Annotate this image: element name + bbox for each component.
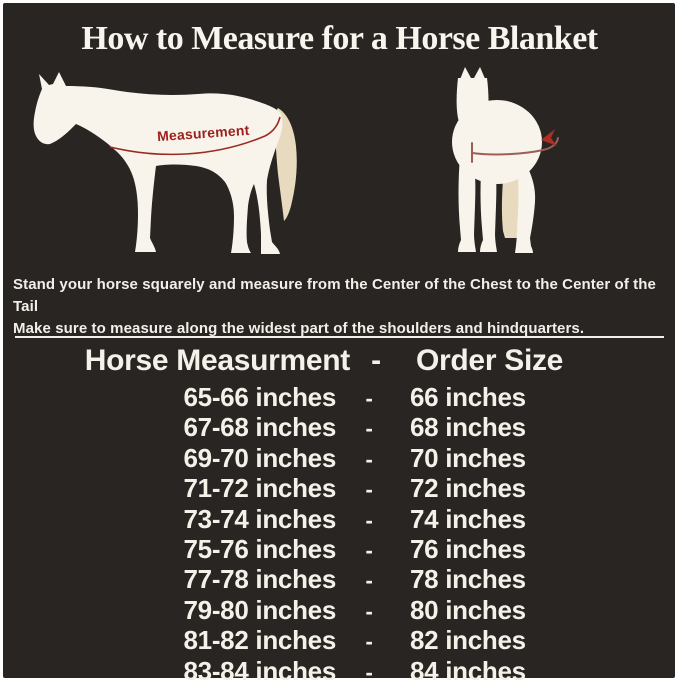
row-order-size: 82 inches: [410, 625, 526, 656]
row-separator: -: [365, 598, 373, 624]
size-chart-header: Horse Measurment - Order Size: [0, 343, 679, 379]
row-order-size: 84 inches: [410, 655, 526, 683]
measurement-line: [109, 116, 281, 156]
row-horse-measurement: 73-74 inches: [183, 503, 337, 534]
size-chart-row: 81-82 inches - 82 inches: [0, 626, 679, 656]
horse-far-hind-leg: [501, 166, 523, 238]
size-chart-row: 83-84 inches - 84 inches: [0, 655, 679, 683]
row-horse-measurement: 71-72 inches: [183, 473, 337, 504]
horse-front-right-leg: [480, 156, 497, 252]
row-separator: -: [365, 659, 373, 683]
size-chart-row: 71-72 inches - 72 inches: [0, 474, 679, 504]
row-separator: -: [365, 446, 373, 472]
row-order-size: 76 inches: [410, 534, 526, 565]
row-order-size: 66 inches: [410, 382, 526, 412]
page-title: How to Measure for a Horse Blanket: [81, 20, 598, 57]
wrap-arrow-line: [471, 137, 559, 163]
header-separator: -: [371, 344, 381, 377]
size-chart-row: 79-80 inches - 80 inches: [0, 594, 679, 626]
row-horse-measurement: 81-82 inches: [183, 625, 337, 656]
header-horse-measurement: Horse Measurment: [84, 344, 351, 377]
horse-near-hind-leg: [515, 161, 536, 253]
horse-front-head: [456, 78, 489, 134]
row-separator: -: [365, 507, 373, 533]
size-chart-row: 69-70 inches - 70 inches: [0, 442, 679, 474]
row-horse-measurement: 77-78 inches: [183, 564, 337, 595]
row-order-size: 68 inches: [410, 412, 526, 443]
row-separator: -: [365, 416, 373, 442]
row-order-size: 78 inches: [410, 564, 526, 595]
side-horse-illustration: [33, 72, 297, 254]
row-horse-measurement: 67-68 inches: [183, 412, 337, 443]
row-horse-measurement: 65-66 inches: [183, 382, 337, 412]
size-chart-row: 67-68 inches - 68 inches: [0, 413, 679, 443]
size-chart-row: 65-66 inches - 66 inches: [0, 383, 679, 413]
row-separator: -: [365, 538, 373, 564]
size-chart-rows: 65-66 inches - 66 inches 67-68 inches - …: [0, 383, 679, 683]
instructions-line-2: Make sure to measure along the widest pa…: [13, 320, 585, 337]
row-horse-measurement: 79-80 inches: [183, 594, 337, 625]
header-order-size: Order Size: [416, 344, 564, 377]
divider: [15, 336, 664, 338]
row-horse-measurement: 75-76 inches: [183, 534, 337, 565]
horse-left-ear-icon: [459, 67, 471, 84]
row-separator: -: [365, 629, 373, 655]
size-chart: Horse Measurment - Order Size 65-66 inch…: [0, 343, 679, 683]
row-horse-measurement: 83-84 inches: [183, 655, 337, 683]
row-separator: -: [365, 477, 373, 503]
row-separator: -: [365, 386, 373, 411]
row-order-size: 70 inches: [410, 442, 526, 473]
row-order-size: 74 inches: [410, 503, 526, 534]
horse-right-ear-icon: [474, 67, 486, 84]
instructions: Stand your horse squarely and measure fr…: [13, 274, 675, 340]
instructions-line-1: Stand your horse squarely and measure fr…: [13, 276, 656, 315]
horse-front-left-leg: [458, 156, 476, 252]
horse-side-body: [33, 72, 283, 254]
front-horse-illustration: [452, 67, 559, 253]
size-chart-row: 75-76 inches - 76 inches: [0, 535, 679, 565]
wrap-arrow-head-icon: [541, 129, 557, 146]
row-order-size: 72 inches: [410, 473, 526, 504]
size-chart-row: 73-74 inches - 74 inches: [0, 503, 679, 535]
row-order-size: 80 inches: [410, 594, 526, 625]
size-chart-row: 77-78 inches - 78 inches: [0, 565, 679, 595]
row-separator: -: [365, 568, 373, 594]
row-horse-measurement: 69-70 inches: [183, 442, 337, 473]
